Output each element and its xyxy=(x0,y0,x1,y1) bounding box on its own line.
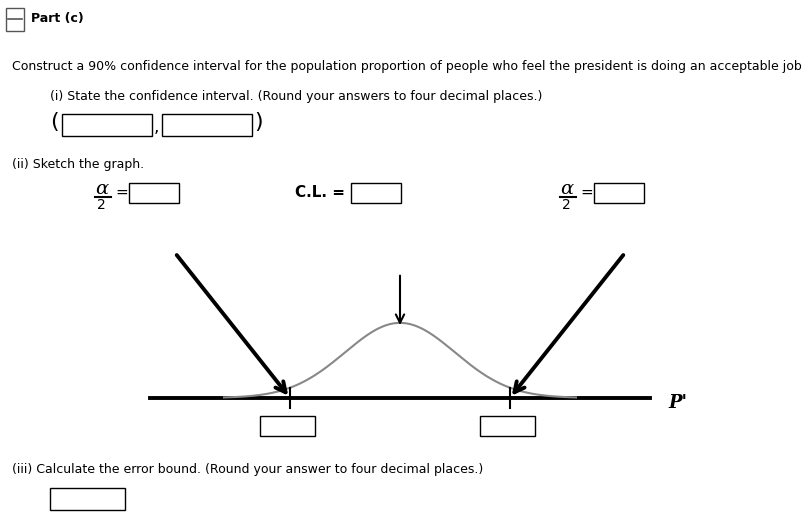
FancyBboxPatch shape xyxy=(350,183,400,203)
Text: =: = xyxy=(115,185,128,200)
Text: (ii) Sketch the graph.: (ii) Sketch the graph. xyxy=(12,158,144,171)
Text: ,: , xyxy=(154,118,159,136)
Text: =: = xyxy=(579,185,592,200)
FancyBboxPatch shape xyxy=(129,183,179,203)
Text: (i) State the confidence interval. (Round your answers to four decimal places.): (i) State the confidence interval. (Roun… xyxy=(50,90,541,103)
Text: Construct a 90% confidence interval for the population proportion of people who : Construct a 90% confidence interval for … xyxy=(12,60,802,73)
Text: P': P' xyxy=(667,394,687,412)
FancyBboxPatch shape xyxy=(593,183,643,203)
FancyBboxPatch shape xyxy=(480,416,534,436)
Text: 2: 2 xyxy=(97,198,106,212)
Text: (iii) Calculate the error bound. (Round your answer to four decimal places.): (iii) Calculate the error bound. (Round … xyxy=(12,463,483,476)
Text: C.L. =: C.L. = xyxy=(294,185,345,200)
FancyBboxPatch shape xyxy=(62,114,152,136)
FancyBboxPatch shape xyxy=(260,416,314,436)
Text: Part (c): Part (c) xyxy=(30,13,83,25)
FancyBboxPatch shape xyxy=(162,114,252,136)
Text: 2: 2 xyxy=(561,198,570,212)
FancyBboxPatch shape xyxy=(6,8,24,31)
Text: (: ( xyxy=(50,112,59,132)
FancyBboxPatch shape xyxy=(50,488,125,510)
Text: α: α xyxy=(559,180,573,198)
Text: α: α xyxy=(95,180,108,198)
Text: ): ) xyxy=(253,112,262,132)
